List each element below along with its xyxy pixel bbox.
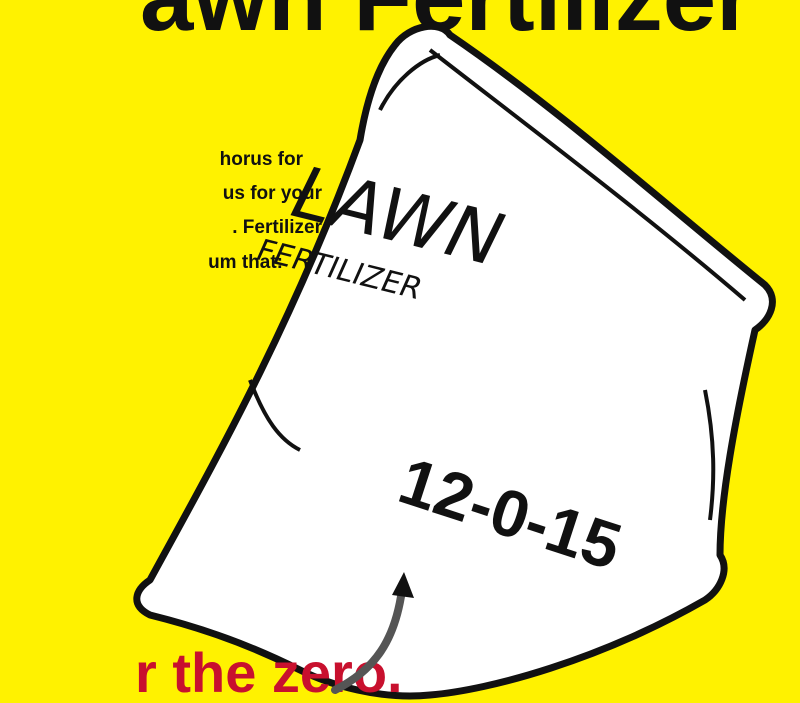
body-line: . Fertilizer [232,217,322,238]
bag: LAWN FERTILIZER 12-0-15 [133,22,776,700]
bag-fold [378,53,441,111]
arrow [331,572,414,694]
body-line: um that: [208,252,283,273]
bag-seam [428,48,747,302]
arrow-shaft [331,586,406,694]
body-line: us for your [223,183,323,204]
arrow-head [392,572,414,598]
bag-fold [703,389,716,521]
bag-fold [248,379,301,452]
body-line: horus for [220,149,304,170]
